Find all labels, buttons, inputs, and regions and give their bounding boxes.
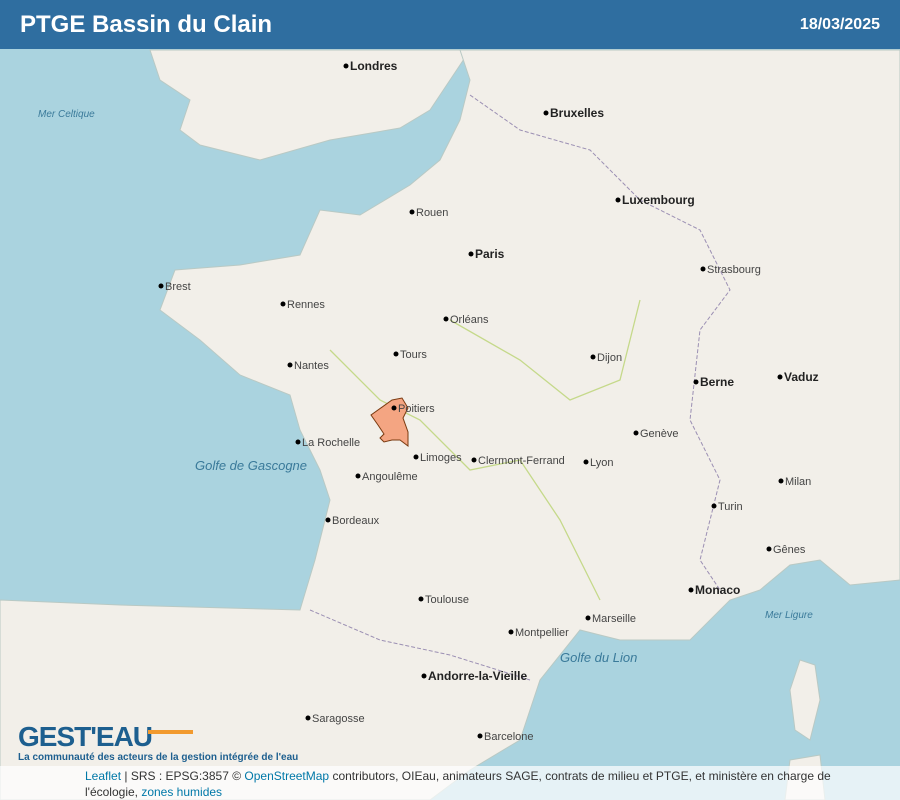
city-label: Rouen: [416, 207, 448, 219]
gesteau-logo: GEST'EAU La communauté des acteurs de la…: [18, 722, 298, 764]
uk-landmass: [149, 49, 471, 161]
clain-basin-polygon[interactable]: [370, 397, 409, 447]
city-dot: [418, 596, 424, 602]
city-dot: [355, 473, 361, 479]
city-dot: [287, 362, 293, 368]
city-label: Genève: [640, 428, 679, 440]
city-dot: [325, 517, 331, 523]
city-label: Berne: [700, 375, 734, 389]
city-dot: [777, 374, 783, 380]
city-label: Lyon: [590, 457, 613, 469]
city-label: Nantes: [294, 360, 329, 372]
city-dot: [468, 251, 474, 257]
city-label: Bruxelles: [550, 106, 604, 120]
attribution-text: contributors, OIEau, animateurs SAGE, co…: [85, 769, 831, 799]
city-dot: [711, 503, 717, 509]
city-dot: [443, 316, 449, 322]
leaflet-link[interactable]: Leaflet: [85, 769, 122, 783]
sea-label: Golfe de Gascogne: [195, 458, 307, 473]
city-dot: [585, 615, 591, 621]
page-title: PTGE Bassin du Clain: [20, 10, 273, 38]
city-dot: [508, 629, 514, 635]
city-dot: [590, 354, 596, 360]
city-dot: [477, 733, 483, 739]
city-label: Toulouse: [425, 594, 469, 606]
region-borders: [329, 299, 641, 601]
city-label: Poitiers: [398, 403, 435, 415]
city-dot: [471, 457, 477, 463]
sea-label: Mer Celtique: [38, 109, 95, 120]
city-dot: [409, 209, 415, 215]
corsica: [789, 659, 821, 741]
city-label: Londres: [350, 59, 398, 73]
city-dot: [421, 673, 427, 679]
city-label: Orléans: [450, 314, 489, 326]
date-label: 18/03/2025: [799, 15, 880, 33]
city-dot: [615, 197, 621, 203]
city-dot: [688, 587, 694, 593]
city-label: Limoges: [420, 452, 462, 464]
city-label: Bordeaux: [332, 515, 380, 527]
city-dot: [343, 63, 349, 69]
city-dot: [778, 478, 784, 484]
city-dot: [766, 546, 772, 552]
city-label: Andorre-la-Vieille: [428, 669, 527, 683]
land: [0, 49, 900, 800]
continent-landmass: [0, 49, 900, 800]
city-dot: [413, 454, 419, 460]
srs-text: | SRS : EPSG:3857 ©: [121, 769, 245, 783]
city-label: Barcelone: [484, 731, 534, 743]
city-label: Tours: [400, 349, 427, 361]
city-label: La Rochelle: [302, 437, 360, 449]
sea-labels: Golfe de Gascogne Golfe du Lion Mer Celt…: [38, 109, 813, 665]
city-label: Rennes: [287, 299, 325, 311]
city-label: Luxembourg: [622, 193, 695, 207]
city-dot: [280, 301, 286, 307]
city-label: Strasbourg: [707, 264, 761, 276]
sea-label: Mer Ligure: [765, 610, 813, 621]
city-label: Montpellier: [515, 627, 569, 639]
city-label: Dijon: [597, 352, 622, 364]
city-label: Clermont-Ferrand: [478, 455, 565, 467]
city-dot: [693, 379, 699, 385]
city-dot: [295, 439, 301, 445]
city-dot: [633, 430, 639, 436]
logo-tagline: La communauté des acteurs de la gestion …: [18, 752, 299, 763]
city-dot: [543, 110, 549, 116]
map-attribution: Leaflet | SRS : EPSG:3857 © OpenStreetMa…: [0, 766, 900, 800]
logo-accent: [148, 730, 193, 734]
city-label: Turin: [718, 501, 743, 513]
sea-label: Golfe du Lion: [560, 650, 637, 665]
city-dot: [391, 405, 397, 411]
osm-link[interactable]: OpenStreetMap: [244, 769, 330, 783]
city-label: Brest: [165, 281, 191, 293]
city-label: Angoulême: [362, 471, 418, 483]
city-dot: [393, 351, 399, 357]
city-label: Monaco: [695, 583, 740, 597]
logo-name: GEST'EAU: [18, 721, 153, 752]
city-label: Paris: [475, 247, 505, 261]
city-dot: [700, 266, 706, 272]
app-header: PTGE Bassin du Clain 18/03/2025: [0, 0, 900, 49]
city-dot: [305, 715, 311, 721]
city-label: Saragosse: [312, 713, 365, 725]
zones-humides-link[interactable]: zones humides: [141, 785, 223, 799]
city-label: Vaduz: [784, 370, 819, 384]
city-label: Milan: [785, 476, 811, 488]
city-dot: [583, 459, 589, 465]
city-label: Gênes: [773, 544, 806, 556]
city-label: Marseille: [592, 613, 636, 625]
city-labels: Paris Londres Bruxelles Luxembourg Berne Mona…: [158, 59, 819, 743]
city-dot: [158, 283, 164, 289]
